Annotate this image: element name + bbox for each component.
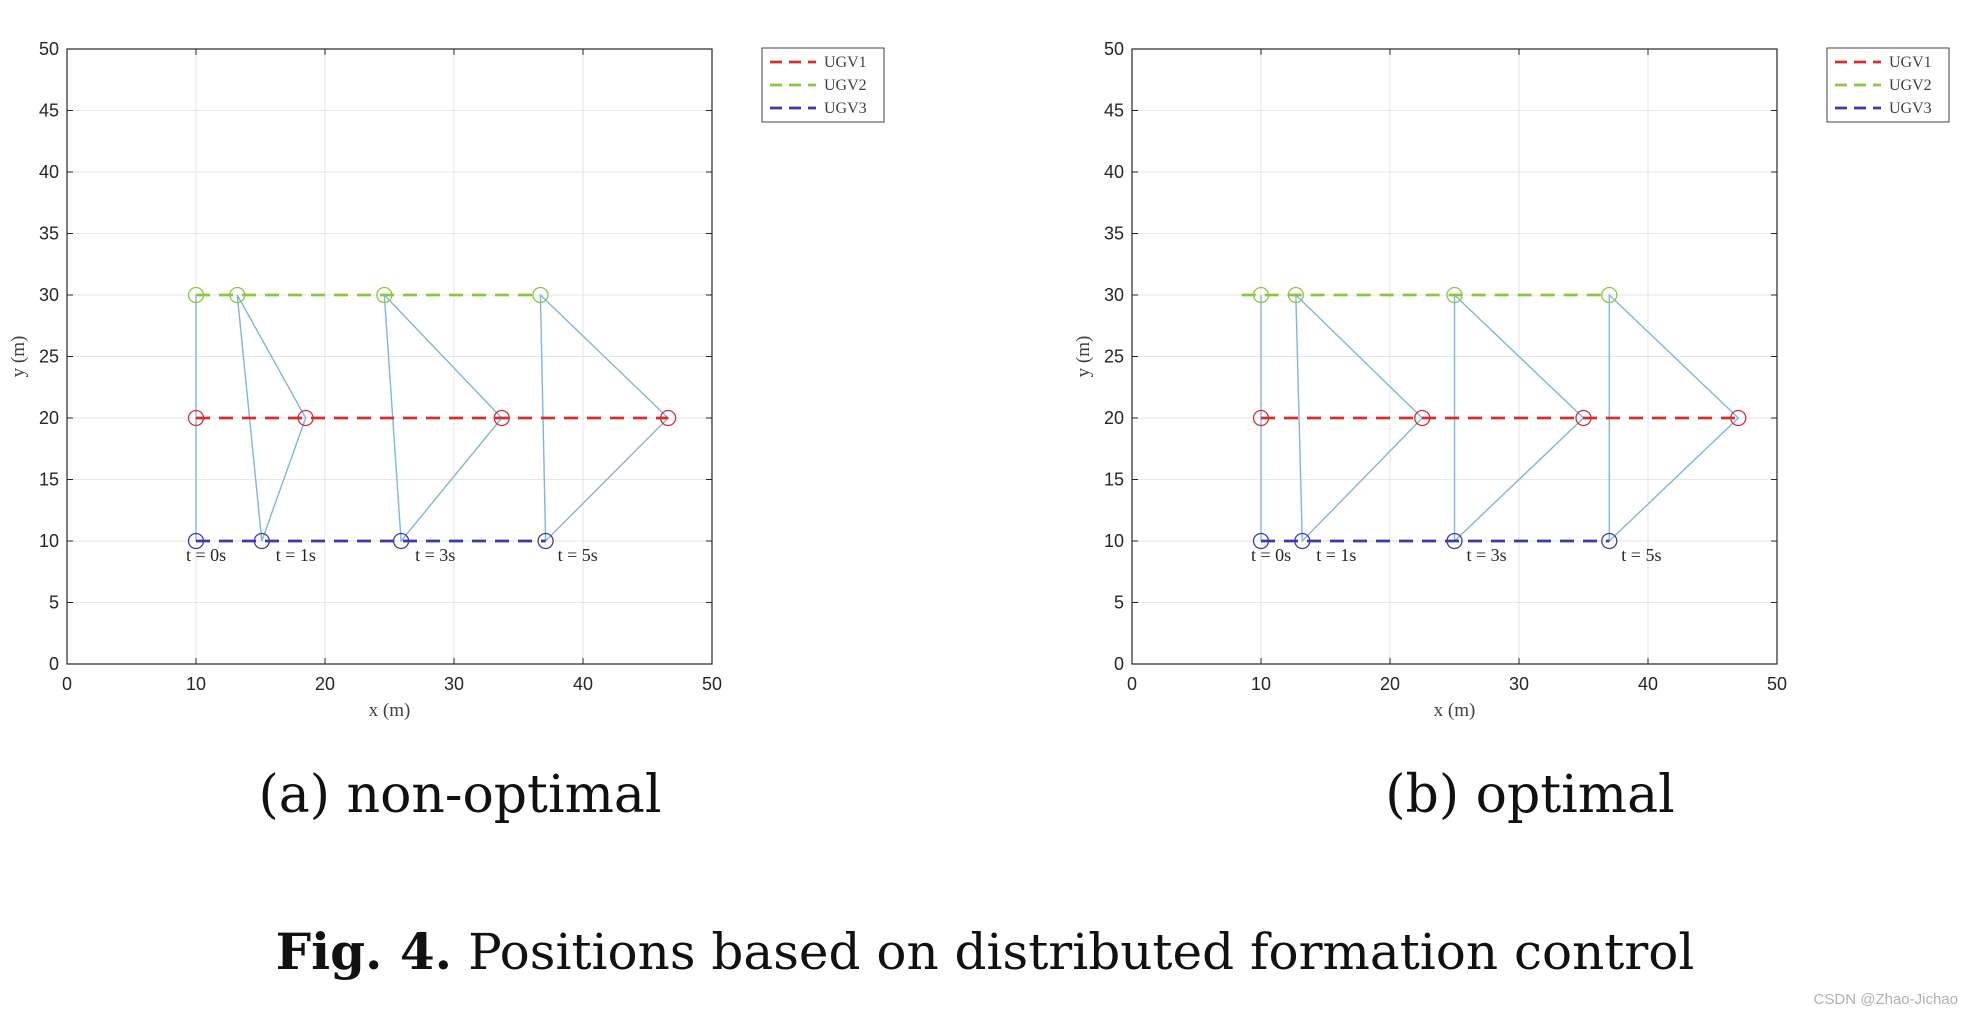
x-tick-label-5: 50 [1767,674,1787,694]
marker-UGV2-1 [229,286,246,304]
time-label-1: t = 1s [1316,545,1356,565]
y-tick-label-3: 15 [39,470,59,490]
time-label-3: t = 5s [1621,545,1661,565]
y-tick-label-2: 10 [39,531,59,551]
x-tick-label-0: 0 [1127,674,1137,694]
legend-label-UGV2: UGV2 [824,77,867,94]
marker-UGV3-2 [392,532,410,550]
chart-non-optimal: 0 10 20 30 40 50 0 5 10 15 20 25 30 35 40 45 50 x (m) y (m… [8,39,885,721]
watermark: CSDN @Zhao-Jichao [1813,991,1958,1008]
marker-UGV3-3 [1601,532,1618,550]
x-tick-label-4: 40 [1638,674,1658,694]
marker-UGV1-1 [1414,409,1431,427]
marker-UGV2-3 [1601,286,1618,304]
time-label-2: t = 3s [1467,545,1507,565]
legend-box [761,47,885,123]
legend: UGV1 UGV2 UGV3 [1826,47,1950,123]
marker-UGV3-0 [187,532,205,550]
y-tick-label-8: 40 [1104,162,1124,182]
marker-UGV1-3 [1730,409,1747,427]
x-tick-label-2: 20 [315,674,335,694]
y-tick-label-9: 45 [39,101,59,121]
time-label-2: t = 3s [415,545,455,565]
marker-UGV1-1 [297,409,314,427]
x-axis-label: x (m) [1434,700,1476,721]
y-tick-label-2: 10 [1104,531,1124,551]
marker-UGV2-3 [532,286,549,304]
y-axis-label: y (m) [1073,336,1094,378]
x-tick-label-0: 0 [62,674,72,694]
y-tick-label-7: 35 [39,224,59,244]
caption-text: Positions based on distributed formation… [468,923,1695,981]
marker-UGV3-1 [253,532,270,550]
y-axis-label: y (m) [8,336,29,378]
formation-triangle-1 [1295,293,1424,543]
subcaption-a: (a) non-optimal [258,765,662,825]
time-label-0: t = 0s [1251,545,1291,565]
legend-label-UGV3: UGV3 [824,100,867,117]
figure-caption: Fig. 4. Positions based on distributed fo… [276,922,1695,981]
legend-box [1826,47,1950,123]
time-label-1: t = 1s [276,545,316,565]
marker-UGV2-0 [1252,286,1270,304]
y-tick-label-10: 50 [1104,39,1124,59]
marker-UGV2-1 [1287,286,1304,304]
legend-label-UGV3: UGV3 [1889,100,1932,117]
legend-label-UGV1: UGV1 [824,54,867,71]
marker-UGV3-0 [1252,532,1270,550]
y-tick-label-9: 45 [1104,101,1124,121]
marker-UGV3-1 [1294,532,1311,550]
y-tick-label-3: 15 [1104,470,1124,490]
y-tick-label-6: 30 [1104,285,1124,305]
marker-UGV1-2 [493,409,510,427]
marker-UGV2-0 [187,286,205,304]
y-tick-label-0: 0 [49,654,59,674]
x-tick-label-3: 30 [1509,674,1529,694]
y-tick-label-4: 20 [39,408,59,428]
caption-label: Fig. 4. [275,922,453,981]
x-tick-label-3: 30 [444,674,464,694]
y-tick-label-1: 5 [49,593,59,613]
y-tick-label-4: 20 [1104,408,1124,428]
marker-UGV1-3 [659,409,677,427]
y-tick-label-8: 40 [39,162,59,182]
y-tick-label-6: 30 [39,285,59,305]
x-tick-label-1: 10 [186,674,206,694]
marker-UGV2-2 [1446,286,1463,304]
marker-UGV2-2 [376,286,393,304]
y-tick-label-5: 25 [1104,347,1124,367]
chart-optimal: 0 10 20 30 40 50 0 5 10 15 20 25 30 35 40 45 50 x (m) y (m… [1073,39,1950,721]
marker-UGV3-2 [1446,532,1463,550]
legend: UGV1 UGV2 UGV3 [761,47,885,123]
legend-label-UGV1: UGV1 [1889,54,1932,71]
marker-UGV3-3 [537,532,554,550]
x-tick-label-5: 50 [702,674,722,694]
marker-UGV1-0 [1252,409,1270,427]
y-tick-label-7: 35 [1104,224,1124,244]
subcaption-b: (b) optimal [1385,765,1675,825]
x-tick-label-4: 40 [573,674,593,694]
marker-UGV1-0 [187,409,205,427]
x-axis-label: x (m) [369,700,411,721]
time-label-0: t = 0s [186,545,226,565]
y-tick-label-1: 5 [1114,593,1124,613]
x-tick-label-2: 20 [1380,674,1400,694]
time-label-3: t = 5s [558,545,598,565]
x-tick-label-1: 10 [1251,674,1271,694]
marker-UGV1-2 [1575,409,1592,427]
y-tick-label-5: 25 [39,347,59,367]
y-tick-label-0: 0 [1114,654,1124,674]
legend-label-UGV2: UGV2 [1889,77,1932,94]
y-tick-label-10: 50 [39,39,59,59]
